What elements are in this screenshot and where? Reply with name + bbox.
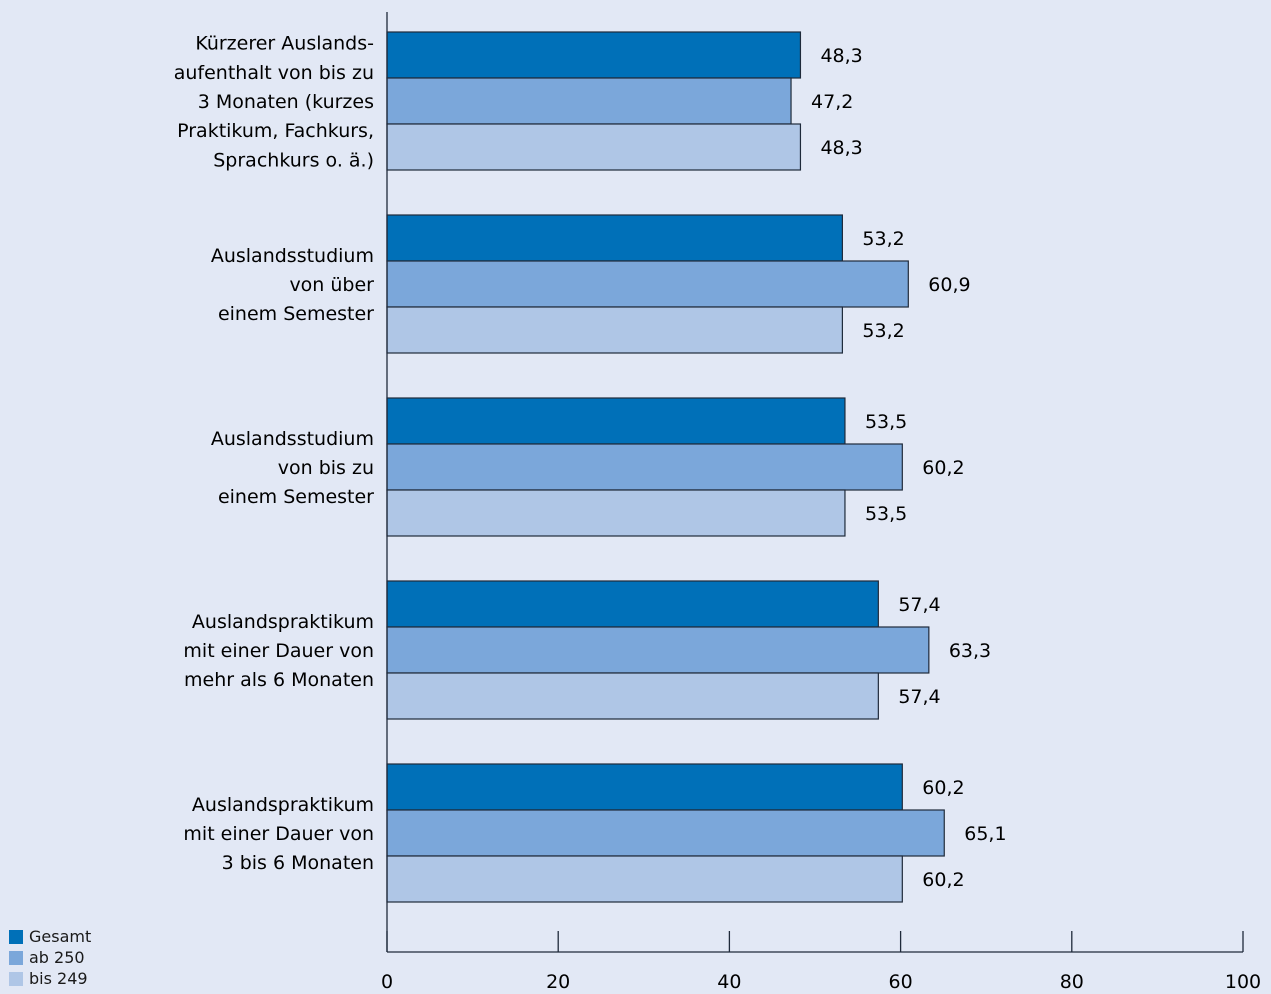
category-label: Auslandsstudium von bis zu einem Semester [211,428,374,508]
category-label-line: Sprachkurs o. ä.) [213,149,374,171]
legend-label: Gesamt [29,926,92,946]
legend-label: bis 249 [29,968,88,988]
bar-2-gesamt [386,214,843,262]
category-label-line: Praktikum, Fachkurs, [177,120,374,142]
category-label-line: einem Semester [218,303,374,325]
bar-3-bis-249 [386,489,846,537]
category-label-line: Auslandspraktikum [192,611,374,633]
x-tick-label: 40 [717,971,741,993]
category-label-line: mehr als 6 Monaten [184,669,374,691]
value-label: 48,3 [820,137,862,159]
value-label: 60,2 [922,457,964,479]
value-label: 57,4 [898,594,940,616]
legend-item: Gesamt [9,926,91,947]
bar-5-bis-249 [386,855,903,903]
category-label-line: Kürzerer Auslands- [195,33,374,55]
value-label: 60,9 [928,274,970,296]
category-label: Auslandspraktikum mit einer Dauer von 3 bi… [183,794,374,874]
legend-item: ab 250 [9,947,91,968]
bar-1-bis-249 [386,123,802,171]
legend-swatch [9,929,23,944]
category-label-line: Auslandspraktikum [192,794,374,816]
legend-item: bis 249 [9,968,91,989]
x-tick-label: 60 [889,971,913,993]
value-label: 53,5 [865,503,907,525]
category-label-line: von über [289,274,374,296]
value-label: 48,3 [820,45,862,67]
legend: Gesamt ab 250 bis 249 [9,926,91,989]
category-label: Auslandspraktikum mit einer Dauer von mehr… [183,611,374,691]
x-tick-label: 0 [381,971,393,993]
value-label: 65,1 [964,823,1006,845]
bar-3-ab-250 [386,443,903,491]
legend-label: ab 250 [29,947,85,967]
legend-swatch [9,971,23,986]
bar-2-ab-250 [386,260,909,308]
category-label: Auslandsstudium von über einem Semester [211,245,374,325]
category-label-line: einem Semester [218,486,374,508]
legend-swatch [9,950,23,965]
bar-4-ab-250 [386,626,930,674]
value-label: 53,2 [862,228,904,250]
x-tick-label: 20 [546,971,570,993]
bar-4-bis-249 [386,672,879,720]
category-label-line: 3 Monaten (kurzes [198,91,374,113]
value-label: 57,4 [898,686,940,708]
bar-5-ab-250 [386,809,945,857]
bar-1-ab-250 [386,77,792,125]
category-label-line: mit einer Dauer von [183,823,374,845]
value-label: 63,3 [949,640,991,662]
bar-2-bis-249 [386,306,843,354]
value-label: 60,2 [922,777,964,799]
value-label: 53,5 [865,411,907,433]
category-label-line: aufenthalt von bis zu [174,62,374,84]
category-label-line: 3 bis 6 Monaten [222,852,374,874]
bar-3-gesamt [386,397,846,445]
value-label: 53,2 [862,320,904,342]
bar-5-gesamt [386,763,903,811]
value-label: 60,2 [922,869,964,891]
value-label: 47,2 [811,91,853,113]
category-label-line: von bis zu [278,457,374,479]
x-tick-label: 100 [1225,971,1261,993]
bar-4-gesamt [386,580,879,628]
bar-1-gesamt [386,31,802,79]
category-label: Kürzerer Auslands-aufenthalt von bis zu 3… [174,33,374,172]
category-label-line: mit einer Dauer von [183,640,374,662]
category-label-line: Auslandsstudium [211,428,374,450]
x-tick-label: 80 [1060,971,1084,993]
category-label-line: Auslandsstudium [211,245,374,267]
